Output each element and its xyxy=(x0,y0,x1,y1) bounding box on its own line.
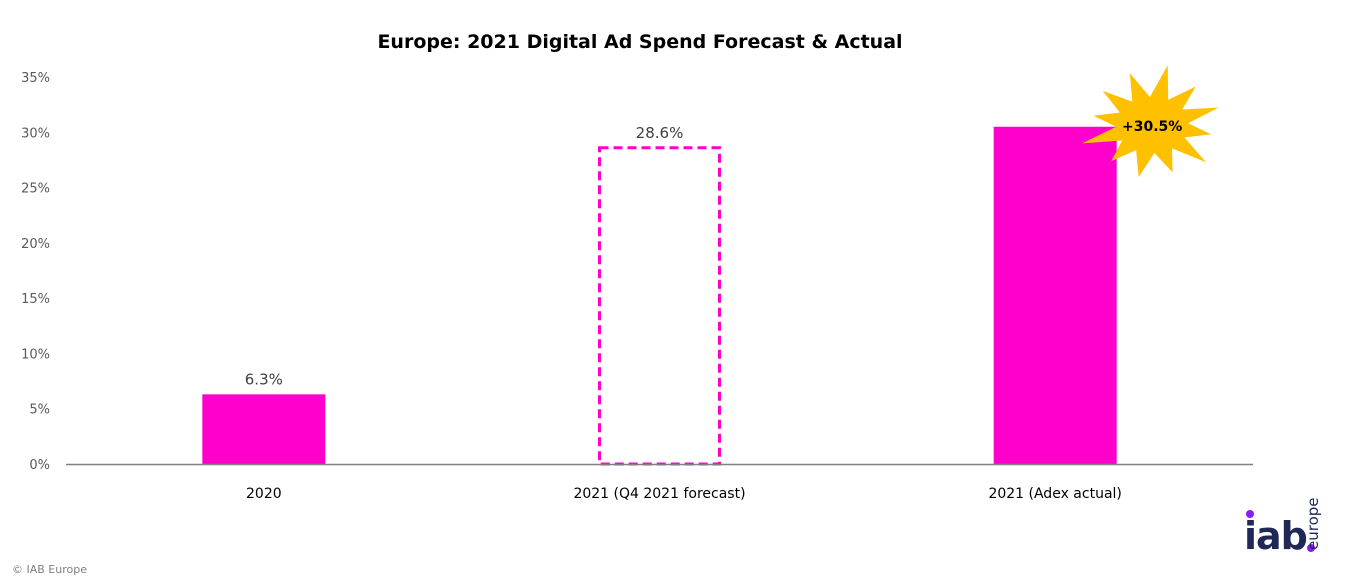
bar xyxy=(993,126,1117,464)
data-label: 6.3% xyxy=(245,370,283,388)
y-tick-label: 5% xyxy=(29,403,50,418)
annotations: +30.5% xyxy=(1082,65,1219,177)
data-labels: 6.3% 28.6% xyxy=(245,124,684,389)
logo-dot-purple-bottom xyxy=(1307,544,1315,552)
x-axis-labels: 2020 2021 (Q4 2021 forecast) 2021 (Adex ac… xyxy=(246,486,1122,502)
x-tick-label: 2021 (Q4 2021 forecast) xyxy=(573,486,745,502)
x-tick-label: 2020 xyxy=(246,486,282,502)
bar xyxy=(202,394,326,464)
data-label: 28.6% xyxy=(636,124,684,142)
y-tick-label: 35% xyxy=(21,71,50,86)
logo-europe-text: europe xyxy=(1304,497,1322,551)
copyright-text: © IAB Europe xyxy=(12,563,87,576)
y-tick-label: 20% xyxy=(21,237,50,252)
bars xyxy=(202,126,1117,466)
iab-europe-logo: iab europe xyxy=(1244,486,1344,566)
starburst-label: +30.5% xyxy=(1122,119,1182,135)
y-tick-label: 0% xyxy=(29,458,50,473)
y-tick-label: 15% xyxy=(21,292,50,307)
starburst-shape xyxy=(1082,65,1219,177)
x-tick-label: 2021 (Adex actual) xyxy=(988,486,1121,502)
y-tick-label: 25% xyxy=(21,182,50,197)
logo-iab-text: iab xyxy=(1244,514,1308,558)
chart-title: Europe: 2021 Digital Ad Spend Forecast &… xyxy=(377,31,903,53)
y-tick-label: 30% xyxy=(21,126,50,141)
y-tick-label: 10% xyxy=(21,347,50,362)
logo-dot-purple-top xyxy=(1246,510,1254,518)
bar-forecast xyxy=(598,146,721,466)
y-axis-ticks: 0% 5% 10% 15% 20% 25% 30% 35% xyxy=(21,71,50,473)
